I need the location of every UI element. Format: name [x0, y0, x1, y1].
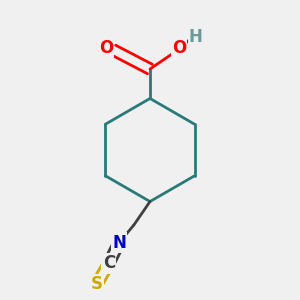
Text: S: S: [91, 275, 103, 293]
Text: O: O: [172, 39, 187, 57]
Text: C: C: [103, 254, 115, 272]
Text: H: H: [189, 28, 202, 46]
Text: N: N: [112, 234, 126, 252]
Text: O: O: [99, 39, 113, 57]
